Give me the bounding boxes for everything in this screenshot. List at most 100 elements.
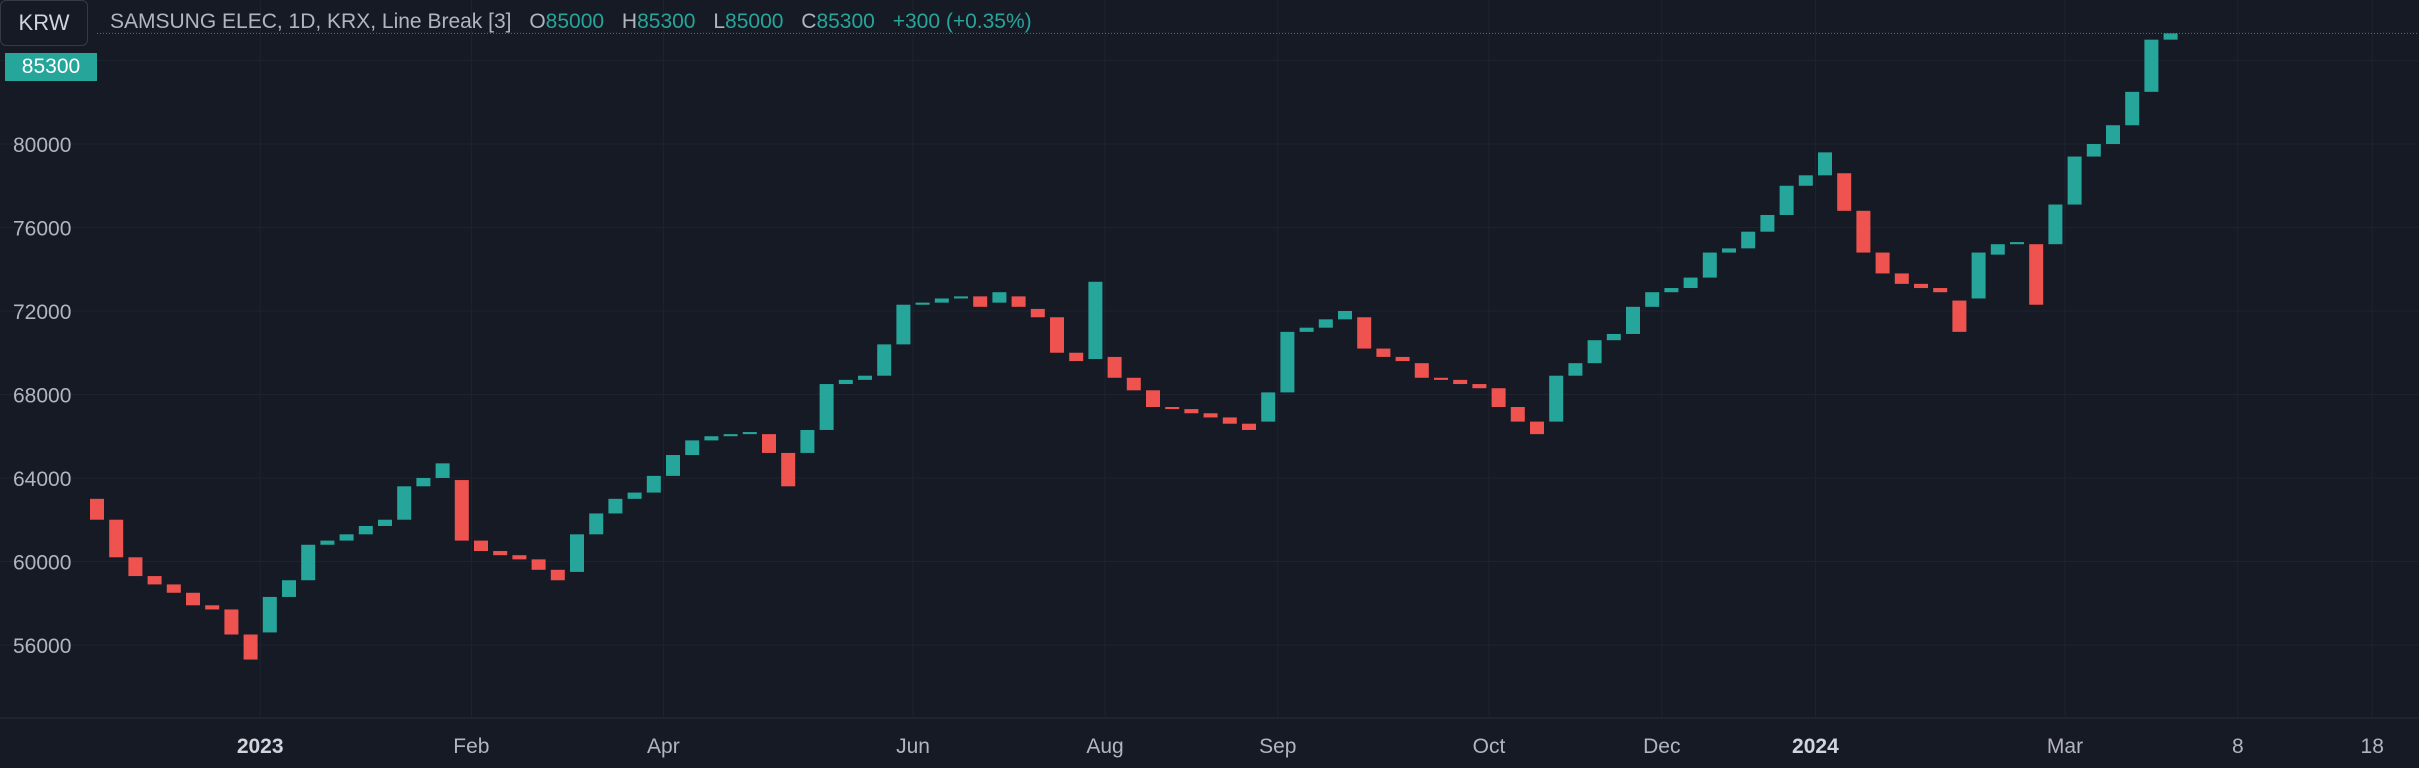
brick-up xyxy=(397,486,412,520)
currency-button[interactable]: KRW xyxy=(0,0,88,46)
brick-down xyxy=(1030,308,1045,318)
brick-up xyxy=(358,525,373,535)
x-tick-label: Sep xyxy=(1259,735,1296,758)
x-axis: 2023 Feb Apr Jun Aug Sep Oct Dec 2024 Mar 8 18 xyxy=(237,735,2384,758)
brick-down xyxy=(1146,390,1160,408)
x-tick-label: Dec xyxy=(1643,735,1680,758)
brick-up xyxy=(1990,244,2005,255)
brick-up xyxy=(1971,252,1986,299)
brick-down xyxy=(224,609,239,635)
brick-down xyxy=(1856,210,1871,253)
brick-up xyxy=(1818,152,1832,176)
brick-down xyxy=(1530,421,1544,435)
x-tick-label: 18 xyxy=(2361,735,2384,758)
brick-down xyxy=(243,634,258,660)
brick-up xyxy=(1645,292,1660,307)
y-axis: 5600060000640006800072000760008000084000 xyxy=(13,51,71,658)
brick-down xyxy=(1376,348,1391,357)
y-tick-label: 64000 xyxy=(13,468,71,491)
brick-up xyxy=(1664,288,1679,293)
open-value: 85000 xyxy=(545,10,605,33)
close-label: C xyxy=(801,10,817,33)
brick-down xyxy=(493,551,508,556)
brick-up xyxy=(1299,327,1314,332)
y-tick-label: 80000 xyxy=(13,134,71,157)
y-tick-label: 60000 xyxy=(13,551,71,574)
brick-up xyxy=(1606,333,1621,341)
brick-down xyxy=(1510,407,1525,422)
x-tick-label: Oct xyxy=(1473,735,1506,758)
brick-up xyxy=(1798,175,1813,186)
y-tick-label: 72000 xyxy=(13,301,71,324)
brick-up xyxy=(800,429,815,453)
brick-up xyxy=(934,298,949,303)
brick-down xyxy=(1357,317,1372,349)
brick-up xyxy=(1683,277,1698,289)
brick-up xyxy=(2067,156,2082,205)
brick-down xyxy=(762,434,776,453)
low-label: L xyxy=(713,10,726,33)
brick-down xyxy=(1107,356,1122,378)
brick-up xyxy=(896,304,911,345)
brick-up xyxy=(1318,319,1333,328)
brick-up xyxy=(877,344,892,376)
brick-up xyxy=(838,379,853,385)
brick-down xyxy=(1933,288,1948,293)
brick-down xyxy=(1069,352,1084,362)
brick-down xyxy=(512,555,527,560)
x-tick-label: Mar xyxy=(2047,735,2083,758)
brick-up xyxy=(742,432,757,435)
brick-up xyxy=(723,434,738,437)
brick-up xyxy=(1702,252,1717,278)
brick-down xyxy=(1011,296,1026,307)
brick-down xyxy=(1894,273,1909,284)
brick-down xyxy=(166,584,181,593)
brick-up xyxy=(2086,144,2101,157)
brick-down xyxy=(1184,409,1199,414)
brick-up xyxy=(570,534,584,572)
x-tick-label: 2024 xyxy=(1792,735,1839,758)
brick-down xyxy=(205,605,220,610)
x-tick-label: Jun xyxy=(896,735,930,758)
brick-up xyxy=(2163,33,2178,40)
open-label: O xyxy=(529,10,546,33)
brick-up xyxy=(666,455,680,476)
brick-down xyxy=(1222,417,1237,424)
line-break-bricks xyxy=(90,33,2178,660)
brick-up xyxy=(320,540,335,545)
brick-down xyxy=(1414,363,1429,378)
brick-up xyxy=(858,375,872,380)
brick-down xyxy=(1875,252,1890,274)
brick-down xyxy=(1434,377,1448,380)
brick-up xyxy=(704,436,719,441)
high-label: H xyxy=(621,10,638,33)
brick-up xyxy=(992,292,1007,303)
brick-down xyxy=(147,576,162,585)
brick-up xyxy=(2106,125,2120,145)
brick-up xyxy=(339,534,354,541)
brick-down xyxy=(1050,317,1064,353)
y-tick-label: 68000 xyxy=(13,384,71,407)
brick-down xyxy=(474,540,488,552)
brick-down xyxy=(1914,283,1928,289)
x-tick-label: Apr xyxy=(647,735,680,758)
brick-up xyxy=(2010,242,2024,245)
brick-down xyxy=(781,452,796,487)
brick-down xyxy=(2029,244,2044,305)
close-value: 85300 xyxy=(816,10,875,33)
brick-up xyxy=(954,296,968,299)
brick-up xyxy=(1760,214,1775,232)
brick-up xyxy=(301,544,316,581)
chart-grid xyxy=(0,0,2419,719)
brick-up xyxy=(819,384,834,430)
brick-down xyxy=(1242,423,1256,430)
brick-up xyxy=(1722,248,1736,253)
brick-up xyxy=(608,498,623,514)
low-value: 85000 xyxy=(725,10,784,33)
brick-up xyxy=(915,302,930,305)
brick-down xyxy=(1952,300,1967,332)
brick-down xyxy=(454,480,469,541)
high-value: 85300 xyxy=(637,10,696,33)
brick-down xyxy=(128,557,143,577)
